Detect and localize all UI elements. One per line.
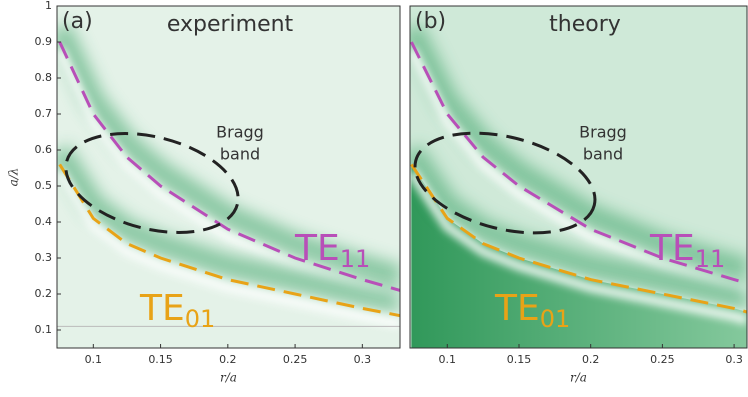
axes-frame xyxy=(409,5,748,349)
bragg-ellipse xyxy=(413,131,597,235)
curve-label-name: TE xyxy=(139,288,185,329)
x-tick-label: 0.2 xyxy=(582,353,600,366)
annotation: Bragg xyxy=(216,123,264,142)
panel-title: experiment xyxy=(167,12,294,37)
mode-curve xyxy=(410,41,747,285)
mode-curve xyxy=(58,163,400,318)
x-tick-label: 0.15 xyxy=(148,353,173,366)
x-tick-label: 0.15 xyxy=(507,353,532,366)
curve-label-subscript: 01 xyxy=(185,305,216,333)
panel: 0.1 0.15 0.2 0.25 0.3 0.1 0.2 0.3 0.4 0.5 0.6 0.7 0.… xyxy=(7,0,401,385)
x-tick-label: 0.25 xyxy=(283,353,308,366)
curve-label-subscript: 11 xyxy=(340,245,371,273)
y-tick-label: 0.2 xyxy=(35,287,53,300)
y-tick-label: 0.4 xyxy=(35,215,53,228)
curve-label-subscript: 11 xyxy=(695,245,726,273)
y-tick-label: 0.8 xyxy=(35,71,53,84)
panel-label: (a) xyxy=(62,9,93,34)
y-tick-label: 1 xyxy=(45,0,52,12)
bragg-ellipse xyxy=(64,132,240,234)
y-tick-label: 0.6 xyxy=(35,143,53,156)
shading-band xyxy=(410,169,747,325)
panel: 0.1 0.15 0.2 0.25 0.3 r/a (b) theory Bragg band TE… xyxy=(409,5,748,385)
x-tick-label: 0.2 xyxy=(219,353,237,366)
shading-band xyxy=(57,169,400,329)
curve-label: TE11 xyxy=(649,228,725,273)
annotation: Bragg xyxy=(579,123,627,142)
y-axis-label: a/λ xyxy=(7,168,21,187)
y-tick-label: 0.1 xyxy=(35,323,53,336)
x-axis-label: r/a xyxy=(570,371,587,385)
y-tick-label: 0.7 xyxy=(35,107,53,120)
shading-band xyxy=(57,144,400,313)
x-tick-label: 0.3 xyxy=(725,353,743,366)
y-tick-label: 0.9 xyxy=(35,35,53,48)
curve-label: TE01 xyxy=(139,288,215,333)
x-axis-label: r/a xyxy=(220,371,237,385)
y-tick-label: 0.5 xyxy=(35,179,53,192)
curve-label-subscript: 01 xyxy=(540,305,571,333)
shading-band xyxy=(57,23,400,287)
x-tick-label: 0.1 xyxy=(85,353,103,366)
x-tick-label: 0.3 xyxy=(354,353,372,366)
annotation: band xyxy=(583,145,623,164)
mode-curve xyxy=(58,41,400,292)
curve-label: TE11 xyxy=(294,228,370,273)
mode-curve xyxy=(410,163,747,314)
curve-label: TE01 xyxy=(494,288,570,333)
x-tick-label: 0.1 xyxy=(439,353,457,366)
y-tick-label: 0.3 xyxy=(35,251,53,264)
shading-band xyxy=(410,23,747,280)
curve-label-name: TE xyxy=(294,228,340,269)
annotation: band xyxy=(220,145,260,164)
panel-label: (b) xyxy=(415,9,446,34)
curve-label-name: TE xyxy=(494,288,540,329)
plot-area xyxy=(410,6,747,348)
panel-title: theory xyxy=(549,12,621,37)
plot-area xyxy=(57,6,400,348)
x-tick-label: 0.25 xyxy=(650,353,675,366)
curve-label-name: TE xyxy=(649,228,695,269)
axes-frame xyxy=(56,5,401,349)
shading-band xyxy=(410,144,747,309)
